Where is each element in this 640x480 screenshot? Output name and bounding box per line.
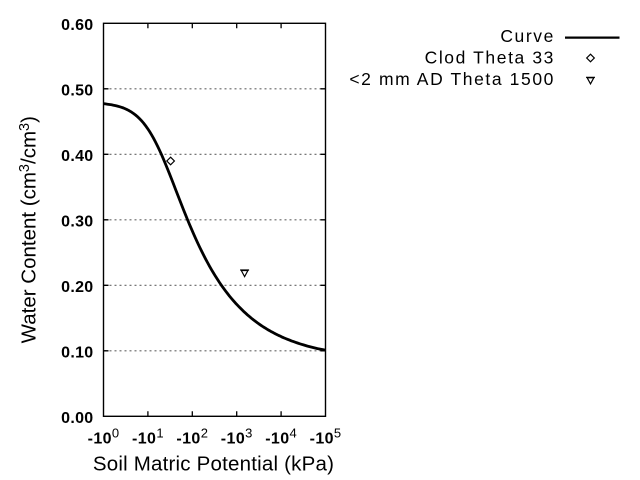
svg-text:-103: -103: [221, 426, 253, 448]
svg-text:Soil Matric Potential (kPa): Soil Matric Potential (kPa): [93, 453, 334, 476]
svg-text:-100: -100: [88, 426, 120, 448]
svg-text:0.00: 0.00: [61, 410, 93, 427]
svg-text:<2 mm AD Theta 1500: <2 mm AD Theta 1500: [349, 69, 555, 89]
svg-text:-105: -105: [310, 426, 342, 448]
svg-text:Clod Theta 33: Clod Theta 33: [425, 48, 555, 68]
svg-text:0.50: 0.50: [61, 82, 93, 99]
svg-text:Curve: Curve: [500, 26, 555, 46]
svg-text:-102: -102: [176, 426, 208, 448]
svg-text:0.60: 0.60: [61, 17, 93, 34]
svg-text:0.20: 0.20: [61, 279, 93, 296]
svg-text:-104: -104: [265, 426, 297, 448]
svg-text:-101: -101: [132, 426, 164, 448]
svg-text:0.10: 0.10: [61, 344, 93, 361]
svg-text:0.40: 0.40: [61, 148, 93, 165]
svg-text:0.30: 0.30: [61, 213, 93, 230]
svg-text:Water Content (cm3/cm3): Water Content (cm3/cm3): [17, 116, 40, 343]
